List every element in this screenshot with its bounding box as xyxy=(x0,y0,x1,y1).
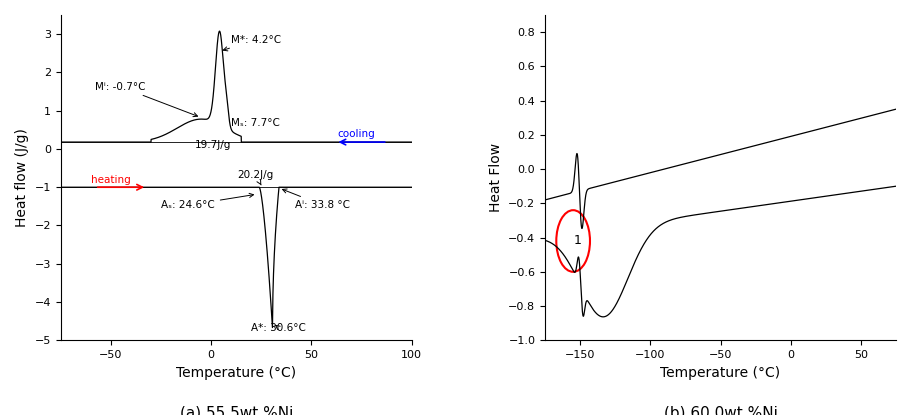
Text: (a) 55.5wt.%Ni: (a) 55.5wt.%Ni xyxy=(179,405,293,415)
Y-axis label: Heat Flow: Heat Flow xyxy=(488,143,503,212)
Text: A*: 30.6°C: A*: 30.6°C xyxy=(251,323,306,333)
Text: Mⁱ: -0.7°C: Mⁱ: -0.7°C xyxy=(95,82,198,117)
Text: heating: heating xyxy=(91,175,130,185)
Text: (b) 60.0wt.%Ni: (b) 60.0wt.%Ni xyxy=(663,405,777,415)
Y-axis label: Heat flow (J/g): Heat flow (J/g) xyxy=(15,128,29,227)
X-axis label: Temperature (°C): Temperature (°C) xyxy=(176,366,296,380)
Text: cooling: cooling xyxy=(337,129,375,139)
Text: 19.7J/g: 19.7J/g xyxy=(195,140,231,150)
Text: 20.2J/g: 20.2J/g xyxy=(237,170,273,185)
Text: Aₛ: 24.6°C: Aₛ: 24.6°C xyxy=(161,193,253,210)
Text: Aⁱ: 33.8 °C: Aⁱ: 33.8 °C xyxy=(282,189,351,210)
Text: Mₛ: 7.7°C: Mₛ: 7.7°C xyxy=(231,118,280,128)
Text: 1: 1 xyxy=(573,234,581,247)
Text: M*: 4.2°C: M*: 4.2°C xyxy=(223,34,281,51)
X-axis label: Temperature (°C): Temperature (°C) xyxy=(660,366,781,380)
